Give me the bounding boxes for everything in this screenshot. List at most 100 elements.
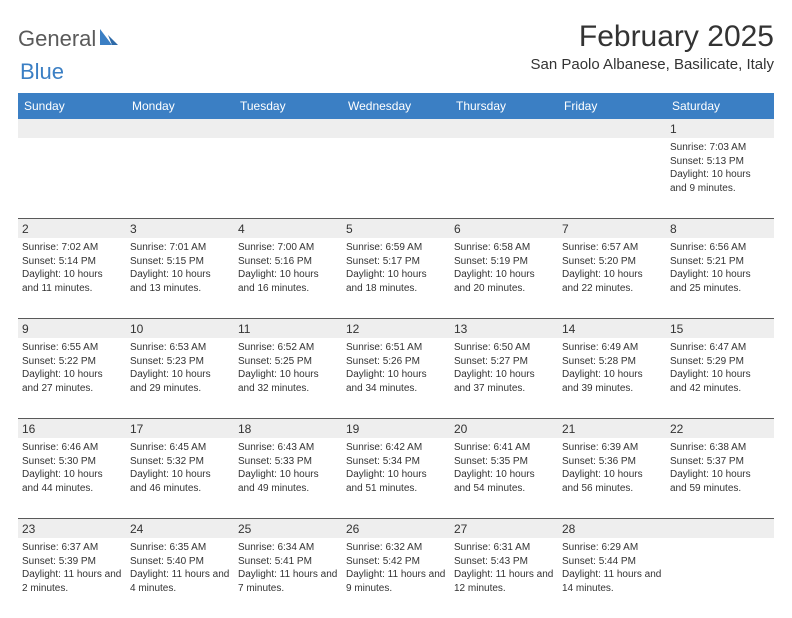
day-number-row: 9101112131415 — [18, 318, 774, 338]
day-number: 25 — [234, 519, 342, 538]
day-number: 15 — [666, 319, 774, 338]
day-detail-line: Daylight: 10 hours and 56 minutes. — [562, 468, 662, 495]
week-row: Sunrise: 6:37 AMSunset: 5:39 PMDaylight:… — [18, 538, 774, 618]
day-detail-line: Sunrise: 6:45 AM — [130, 441, 230, 455]
day-number — [666, 519, 774, 538]
day-detail-line: Sunrise: 6:56 AM — [670, 241, 770, 255]
day-cell — [234, 138, 342, 218]
day-detail-line: Sunset: 5:36 PM — [562, 455, 662, 469]
day-cell: Sunrise: 6:50 AMSunset: 5:27 PMDaylight:… — [450, 338, 558, 418]
day-detail-line: Daylight: 11 hours and 12 minutes. — [454, 568, 554, 595]
day-detail-line: Sunset: 5:37 PM — [670, 455, 770, 469]
day-detail-line: Sunset: 5:30 PM — [22, 455, 122, 469]
weekday-header-cell: Wednesday — [342, 93, 450, 119]
day-cell: Sunrise: 6:55 AMSunset: 5:22 PMDaylight:… — [18, 338, 126, 418]
day-number-row: 232425262728 — [18, 518, 774, 538]
day-number: 16 — [18, 419, 126, 438]
day-detail-line: Daylight: 11 hours and 2 minutes. — [22, 568, 122, 595]
day-number: 24 — [126, 519, 234, 538]
day-detail-line: Sunrise: 6:57 AM — [562, 241, 662, 255]
day-cell: Sunrise: 6:59 AMSunset: 5:17 PMDaylight:… — [342, 238, 450, 318]
day-detail-line: Sunset: 5:16 PM — [238, 255, 338, 269]
day-cell: Sunrise: 6:46 AMSunset: 5:30 PMDaylight:… — [18, 438, 126, 518]
day-number: 4 — [234, 219, 342, 238]
day-detail-line: Daylight: 10 hours and 27 minutes. — [22, 368, 122, 395]
day-cell: Sunrise: 6:57 AMSunset: 5:20 PMDaylight:… — [558, 238, 666, 318]
weekday-header-cell: Sunday — [18, 93, 126, 119]
day-cell: Sunrise: 7:03 AMSunset: 5:13 PMDaylight:… — [666, 138, 774, 218]
day-cell: Sunrise: 6:31 AMSunset: 5:43 PMDaylight:… — [450, 538, 558, 618]
day-detail-line: Sunrise: 6:58 AM — [454, 241, 554, 255]
day-detail-line: Sunset: 5:32 PM — [130, 455, 230, 469]
day-cell: Sunrise: 6:51 AMSunset: 5:26 PMDaylight:… — [342, 338, 450, 418]
month-title: February 2025 — [531, 20, 775, 54]
day-detail-line: Sunrise: 7:00 AM — [238, 241, 338, 255]
day-detail-line: Sunrise: 6:49 AM — [562, 341, 662, 355]
day-detail-line: Daylight: 10 hours and 51 minutes. — [346, 468, 446, 495]
day-cell: Sunrise: 7:01 AMSunset: 5:15 PMDaylight:… — [126, 238, 234, 318]
brand-text-blue: Blue — [20, 59, 64, 84]
day-detail-line: Sunset: 5:13 PM — [670, 155, 770, 169]
day-number — [558, 119, 666, 138]
day-cell: Sunrise: 6:43 AMSunset: 5:33 PMDaylight:… — [234, 438, 342, 518]
day-number: 10 — [126, 319, 234, 338]
weekday-header-cell: Saturday — [666, 93, 774, 119]
day-number: 13 — [450, 319, 558, 338]
day-cell: Sunrise: 6:53 AMSunset: 5:23 PMDaylight:… — [126, 338, 234, 418]
day-detail-line: Daylight: 10 hours and 42 minutes. — [670, 368, 770, 395]
day-number-row: 2345678 — [18, 218, 774, 238]
weekday-header-cell: Thursday — [450, 93, 558, 119]
day-detail-line: Daylight: 10 hours and 29 minutes. — [130, 368, 230, 395]
day-detail-line: Sunset: 5:39 PM — [22, 555, 122, 569]
day-number: 14 — [558, 319, 666, 338]
day-cell — [126, 138, 234, 218]
day-detail-line: Sunrise: 6:52 AM — [238, 341, 338, 355]
day-detail-line: Sunset: 5:22 PM — [22, 355, 122, 369]
week-row: Sunrise: 7:02 AMSunset: 5:14 PMDaylight:… — [18, 238, 774, 318]
day-detail-line: Daylight: 11 hours and 14 minutes. — [562, 568, 662, 595]
day-cell: Sunrise: 6:38 AMSunset: 5:37 PMDaylight:… — [666, 438, 774, 518]
calendar-page: General February 2025 San Paolo Albanese… — [0, 0, 792, 618]
day-detail-line: Daylight: 10 hours and 34 minutes. — [346, 368, 446, 395]
day-cell: Sunrise: 6:47 AMSunset: 5:29 PMDaylight:… — [666, 338, 774, 418]
day-detail-line: Sunset: 5:40 PM — [130, 555, 230, 569]
day-detail-line: Sunset: 5:19 PM — [454, 255, 554, 269]
day-number: 23 — [18, 519, 126, 538]
day-number: 11 — [234, 319, 342, 338]
day-cell: Sunrise: 6:42 AMSunset: 5:34 PMDaylight:… — [342, 438, 450, 518]
day-detail-line: Sunset: 5:15 PM — [130, 255, 230, 269]
day-detail-line: Sunrise: 6:41 AM — [454, 441, 554, 455]
day-detail-line: Sunrise: 6:34 AM — [238, 541, 338, 555]
day-detail-line: Sunset: 5:43 PM — [454, 555, 554, 569]
week-row: Sunrise: 6:46 AMSunset: 5:30 PMDaylight:… — [18, 438, 774, 518]
day-cell: Sunrise: 6:32 AMSunset: 5:42 PMDaylight:… — [342, 538, 450, 618]
day-cell — [342, 138, 450, 218]
day-number: 9 — [18, 319, 126, 338]
weeks-container: 1Sunrise: 7:03 AMSunset: 5:13 PMDaylight… — [18, 119, 774, 618]
day-cell — [450, 138, 558, 218]
day-detail-line: Sunset: 5:41 PM — [238, 555, 338, 569]
weekday-header-cell: Tuesday — [234, 93, 342, 119]
day-detail-line: Sunrise: 6:59 AM — [346, 241, 446, 255]
day-cell: Sunrise: 6:34 AMSunset: 5:41 PMDaylight:… — [234, 538, 342, 618]
brand-text-general: General — [18, 26, 96, 52]
day-detail-line: Sunrise: 7:03 AM — [670, 141, 770, 155]
day-cell: Sunrise: 6:56 AMSunset: 5:21 PMDaylight:… — [666, 238, 774, 318]
day-detail-line: Sunrise: 6:55 AM — [22, 341, 122, 355]
day-detail-line: Sunrise: 6:32 AM — [346, 541, 446, 555]
day-cell: Sunrise: 6:52 AMSunset: 5:25 PMDaylight:… — [234, 338, 342, 418]
calendar-grid: SundayMondayTuesdayWednesdayThursdayFrid… — [18, 93, 774, 618]
day-detail-line: Sunrise: 7:01 AM — [130, 241, 230, 255]
day-number: 20 — [450, 419, 558, 438]
day-detail-line: Daylight: 10 hours and 59 minutes. — [670, 468, 770, 495]
day-detail-line: Daylight: 10 hours and 25 minutes. — [670, 268, 770, 295]
day-detail-line: Sunset: 5:44 PM — [562, 555, 662, 569]
day-detail-line: Daylight: 10 hours and 44 minutes. — [22, 468, 122, 495]
weekday-header-cell: Friday — [558, 93, 666, 119]
day-cell: Sunrise: 6:39 AMSunset: 5:36 PMDaylight:… — [558, 438, 666, 518]
day-cell: Sunrise: 6:58 AMSunset: 5:19 PMDaylight:… — [450, 238, 558, 318]
day-detail-line: Daylight: 11 hours and 7 minutes. — [238, 568, 338, 595]
day-number — [234, 119, 342, 138]
day-cell: Sunrise: 6:35 AMSunset: 5:40 PMDaylight:… — [126, 538, 234, 618]
day-detail-line: Sunset: 5:29 PM — [670, 355, 770, 369]
